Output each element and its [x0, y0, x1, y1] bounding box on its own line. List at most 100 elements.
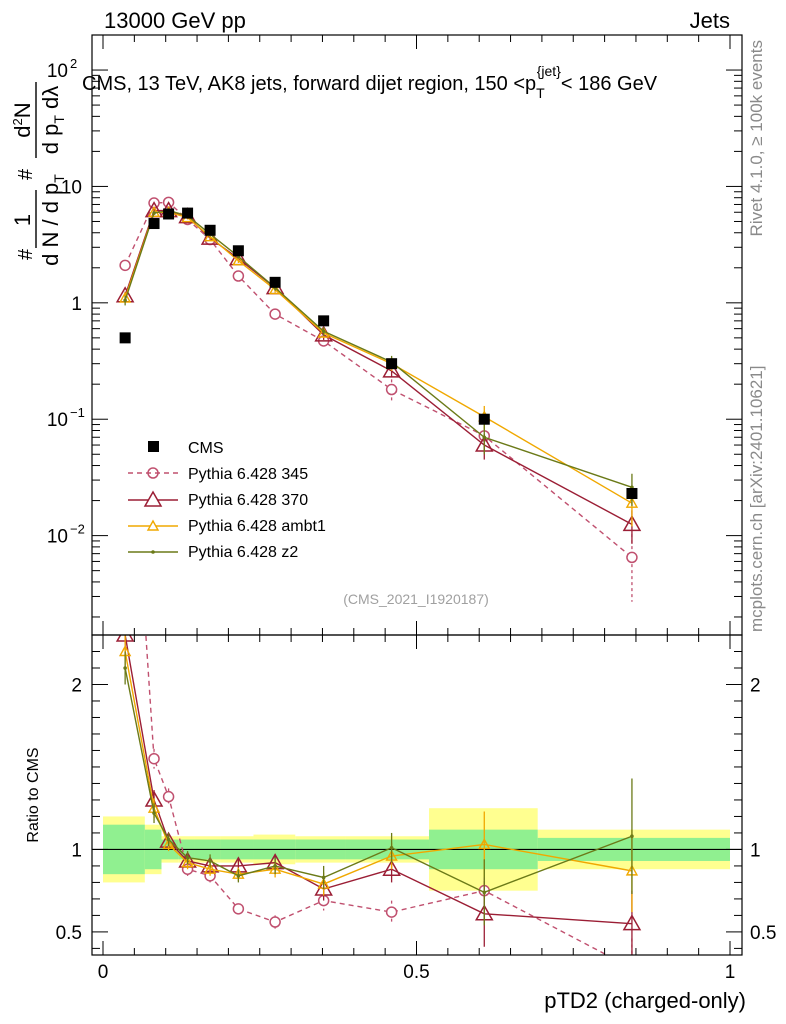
y-tick-label-4: 10	[47, 61, 68, 82]
legend-entry-p370: Pythia 6.428 370	[128, 490, 308, 509]
point-z2-1	[152, 211, 156, 215]
ratio-axis-title: Ratio to CMS	[25, 747, 42, 842]
cms-point-5	[232, 245, 244, 257]
cms-point-1	[148, 218, 160, 230]
y-tick-exp-1: −1	[70, 405, 85, 420]
uncertainty-bands	[92, 808, 742, 891]
ratio-point-z2-10	[630, 834, 634, 839]
point-ambt1-1	[147, 205, 161, 217]
x-axis-title: pTD2 (charged-only)	[544, 988, 746, 1013]
cms-point-0	[119, 332, 131, 344]
ratio-point-p345-6	[269, 916, 281, 928]
series-line-ambt1	[124, 211, 633, 504]
cms-point-2	[163, 208, 175, 220]
point-p345-10	[626, 551, 638, 564]
cms-point-10	[626, 488, 638, 500]
ratio-series-p370	[115, 635, 642, 955]
point-z2-9	[482, 435, 487, 440]
y-tick-exp-4: 2	[70, 56, 77, 71]
ratio-point-z2-3	[185, 855, 190, 860]
ratio-point-z2-5	[236, 874, 241, 878]
y-tick-label-0: 10	[47, 527, 68, 548]
cms-point-7	[318, 315, 330, 327]
svg-text:Pythia 6.428 370: Pythia 6.428 370	[188, 492, 308, 509]
plot-title: CMS, 13 TeV, AK8 jets, forward dijet reg…	[82, 63, 658, 101]
y-tick-label-3: 10	[61, 177, 82, 198]
point-ambt1-5	[232, 254, 245, 266]
ratio-series-z2	[123, 651, 634, 926]
ratio-line-p345	[145, 635, 609, 955]
x-tick-label-1: 0.5	[403, 962, 429, 983]
svg-text:#: #	[15, 168, 37, 180]
svg-text:d N / d pT: d N / d pT	[38, 174, 67, 266]
ratio-tick-label-right-0: 0.5	[750, 923, 776, 944]
point-p370-8	[382, 361, 401, 378]
ratio-tick-label-right-2: 2	[750, 675, 761, 696]
header-energy: 13000 GeV pp	[104, 8, 246, 33]
ratio-point-p345-8	[385, 906, 398, 918]
y-tick-exp-0: −2	[70, 522, 85, 537]
ratio-series-p345	[145, 635, 637, 973]
point-p370-10	[622, 514, 642, 532]
cms-point-9	[478, 413, 490, 425]
svg-text:d2N: d2N	[10, 102, 35, 137]
y-tick-label-1: 10	[47, 410, 68, 431]
point-p345-8	[385, 383, 398, 396]
point-p345-5	[232, 270, 245, 282]
svg-text:CMS: CMS	[188, 440, 224, 457]
ratio-series-ambt1	[118, 635, 639, 913]
series-layer	[115, 196, 642, 973]
x-tick-label-0: 0	[98, 962, 109, 983]
ratio-tick-label-2: 2	[71, 675, 82, 696]
svg-text:Pythia 6.428 z2: Pythia 6.428 z2	[188, 544, 298, 561]
y-tick-label-2: 1	[71, 294, 82, 315]
cms-point-8	[386, 358, 398, 370]
ratio-frame	[91, 634, 743, 956]
point-p345-6	[269, 308, 281, 320]
header-process: Jets	[690, 8, 730, 33]
ratio-point-z2-7	[321, 875, 326, 880]
ratio-point-p345-5	[232, 903, 245, 915]
ratio-point-ambt1-9	[478, 838, 491, 850]
svg-text:Pythia 6.428 345: Pythia 6.428 345	[188, 466, 308, 483]
svg-text:d pT dλ: d pT dλ	[38, 86, 67, 155]
rivet-label: Rivet 4.1.0, ≥ 100k events	[747, 40, 766, 236]
ratio-point-z2-8	[389, 845, 394, 850]
ratio-point-z2-2	[166, 837, 171, 842]
cms-point-3	[182, 207, 194, 219]
cms-point-4	[204, 224, 216, 236]
ratio-line-p370	[124, 635, 632, 925]
point-z2-7	[321, 329, 326, 334]
cms-point-6	[269, 276, 281, 288]
mcplots-label: mcplots.cern.ch [arXiv:2401.10621]	[747, 366, 766, 632]
ratio-point-p370-8	[382, 859, 401, 876]
svg-text:CMS, 13 TeV, AK8 jets, forward: CMS, 13 TeV, AK8 jets, forward dijet reg…	[82, 63, 658, 101]
ratio-point-p370-10	[622, 914, 642, 931]
legend-entry-p345: Pythia 6.428 345	[128, 466, 308, 483]
analysis-tag: (CMS_2021_I1920187)	[343, 591, 489, 607]
ratio-point-ambt1-3	[181, 856, 194, 868]
point-z2-0	[123, 298, 127, 303]
ratio-point-ambt1-4	[203, 862, 217, 874]
svg-text:#: #	[15, 248, 37, 260]
ratio-point-z2-9	[482, 890, 487, 895]
legend-entry-ambt1: Pythia 6.428 ambt1	[128, 518, 326, 535]
ratio-point-z2-4	[208, 859, 212, 863]
ratio-tick-label-right-1: 1	[750, 840, 761, 861]
ratio-tick-label-0: 0.5	[56, 923, 82, 944]
point-p345-0	[119, 259, 131, 272]
ratio-point-p345-1	[148, 752, 160, 765]
ratio-point-z2-0	[123, 666, 127, 670]
y-axis-title: # 1 d N / d pT # d2N d pT dλ	[10, 82, 67, 266]
ratio-tick-label-1: 1	[71, 840, 82, 861]
ratio-point-z2-1	[152, 811, 156, 815]
svg-text:1: 1	[10, 214, 35, 226]
ratio-point-p345-10	[627, 963, 637, 973]
x-tick-label-2: 1	[725, 962, 736, 983]
svg-text:Pythia 6.428 ambt1: Pythia 6.428 ambt1	[188, 518, 326, 535]
legend-entry-cms: CMS	[148, 440, 224, 457]
ratio-point-p345-2	[162, 790, 175, 803]
ratio-point-ambt1-2	[162, 838, 175, 850]
